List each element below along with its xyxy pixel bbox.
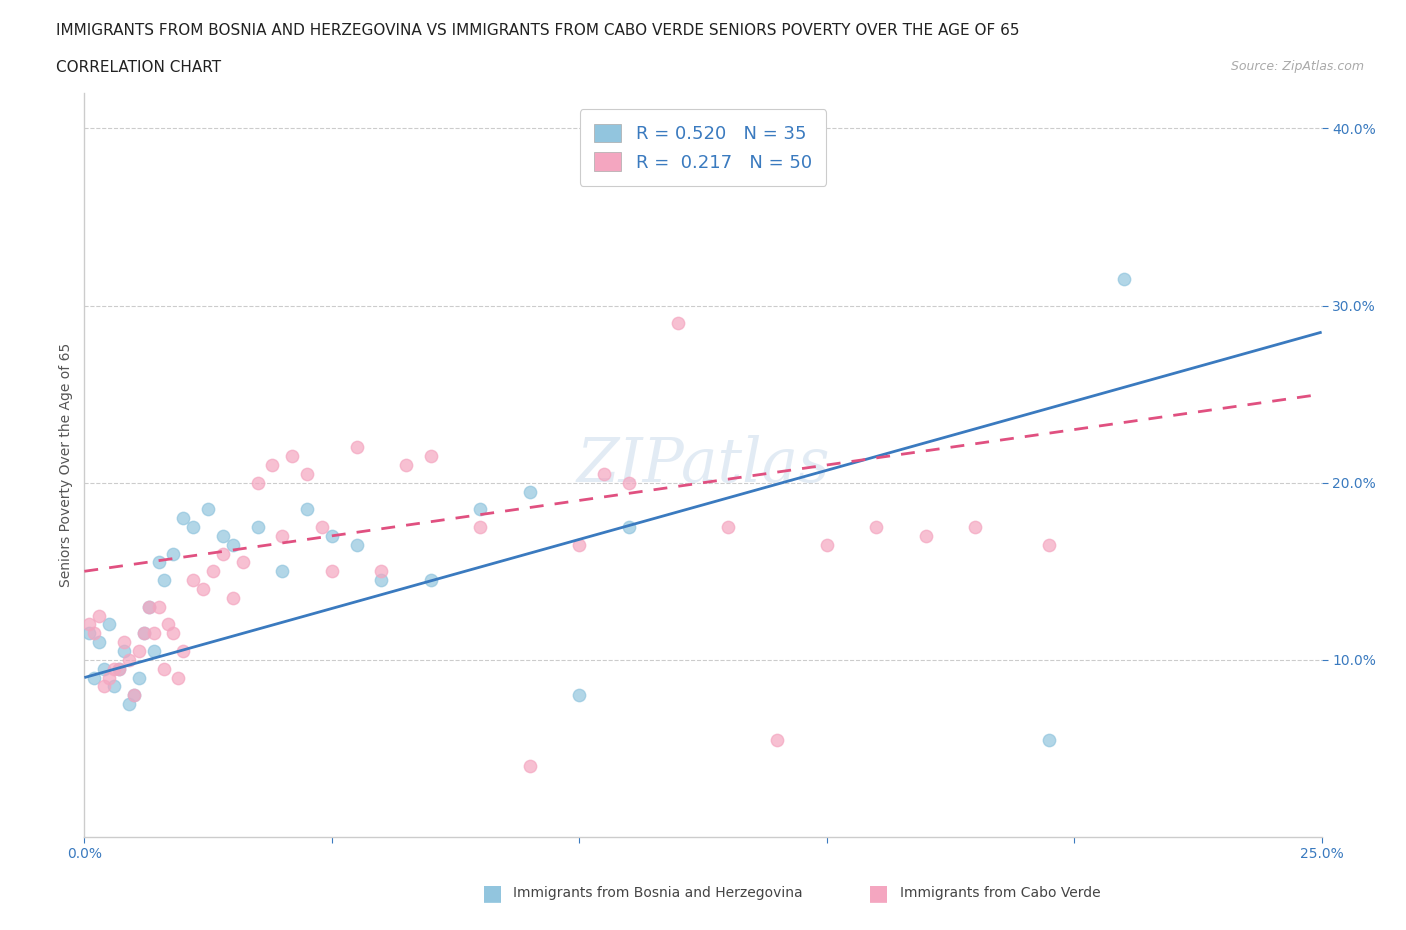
Point [132,626,155,641]
Point [98,617,121,631]
Point [112,634,135,649]
Point [295,467,318,482]
Point [162,546,184,561]
Point [142,626,165,641]
Point [281,448,304,463]
Point [419,448,441,463]
Point [122,688,145,703]
Point [1038,732,1060,747]
Point [370,573,392,588]
Point [89,608,111,623]
Point [83,671,105,685]
Point [271,564,294,578]
Point [118,653,141,668]
Point [346,538,368,552]
Point [1112,272,1135,286]
Legend: R = 0.520   N = 35, R =  0.217   N = 50: R = 0.520 N = 35, R = 0.217 N = 50 [579,110,827,186]
Point [181,520,204,535]
Point [152,573,174,588]
Text: CORRELATION CHART: CORRELATION CHART [56,60,221,75]
Point [815,538,838,552]
Text: Source: ZipAtlas.com: Source: ZipAtlas.com [1230,60,1364,73]
Point [295,502,318,517]
Point [132,626,155,641]
Point [232,555,254,570]
Point [593,467,616,482]
Text: ■: ■ [482,883,502,903]
Point [717,520,740,535]
Point [197,502,219,517]
Point [162,626,184,641]
Point [172,644,194,658]
Point [370,564,392,578]
Point [79,617,101,631]
Point [103,679,125,694]
Point [470,520,492,535]
Point [93,679,115,694]
Point [519,485,541,499]
Point [321,564,343,578]
Point [202,564,225,578]
Point [666,316,689,331]
Point [98,671,121,685]
Point [1038,538,1060,552]
Point [152,661,174,676]
Point [148,555,170,570]
Point [617,475,640,490]
Point [419,573,441,588]
Point [128,671,150,685]
Point [118,697,141,711]
Point [108,661,131,676]
Point [271,528,294,543]
Point [766,732,789,747]
Point [865,520,887,535]
Point [191,581,214,596]
Point [103,661,125,676]
Y-axis label: Seniors Poverty Over the Age of 65: Seniors Poverty Over the Age of 65 [59,343,73,587]
Point [212,546,235,561]
Point [112,644,135,658]
Point [148,599,170,614]
Point [617,520,640,535]
Point [157,617,180,631]
Point [122,688,145,703]
Point [321,528,343,543]
Point [222,591,245,605]
Point [172,511,194,525]
Point [212,528,235,543]
Text: ■: ■ [869,883,889,903]
Point [246,520,269,535]
Point [346,440,368,455]
Text: ZIPatlas: ZIPatlas [576,435,830,495]
Point [79,626,101,641]
Point [138,599,160,614]
Point [311,520,333,535]
Point [246,475,269,490]
Text: Immigrants from Cabo Verde: Immigrants from Cabo Verde [900,885,1101,900]
Text: Immigrants from Bosnia and Herzegovina: Immigrants from Bosnia and Herzegovina [513,885,803,900]
Point [181,573,204,588]
Point [568,538,591,552]
Point [470,502,492,517]
Point [142,644,165,658]
Text: IMMIGRANTS FROM BOSNIA AND HERZEGOVINA VS IMMIGRANTS FROM CABO VERDE SENIORS POV: IMMIGRANTS FROM BOSNIA AND HERZEGOVINA V… [56,23,1019,38]
Point [262,458,284,472]
Point [83,626,105,641]
Point [568,688,591,703]
Point [89,634,111,649]
Point [108,661,131,676]
Point [395,458,418,472]
Point [222,538,245,552]
Point [519,759,541,774]
Point [138,599,160,614]
Point [93,661,115,676]
Point [965,520,987,535]
Point [167,671,190,685]
Point [128,644,150,658]
Point [914,528,936,543]
